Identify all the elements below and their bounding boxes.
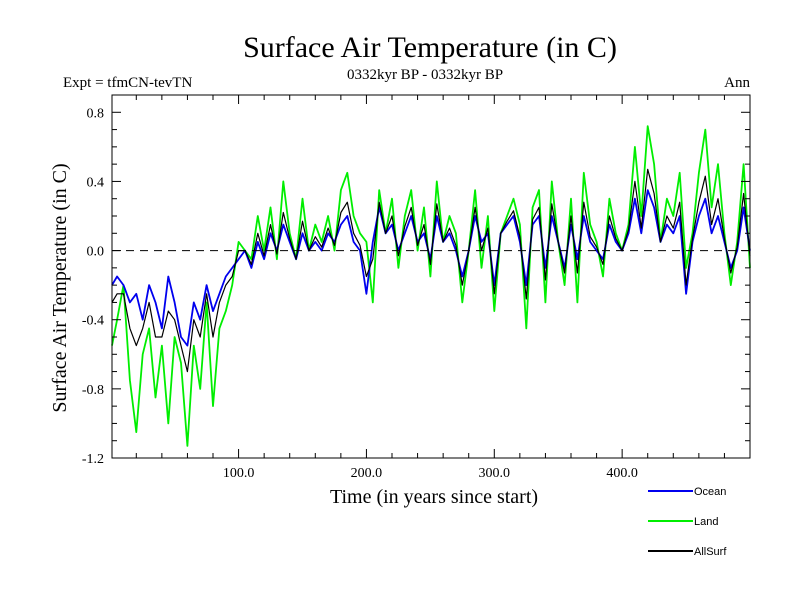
x-tick-label: 200.0 bbox=[351, 466, 383, 481]
y-axis-label: Surface Air Temperature (in C) bbox=[49, 163, 71, 412]
legend: Ocean Land AllSurf bbox=[648, 486, 727, 558]
plot-frame bbox=[111, 94, 751, 459]
legend-label-allsurf: AllSurf bbox=[694, 546, 727, 558]
x-tick-label: 400.0 bbox=[606, 466, 638, 481]
ticks-layer: 100.0 200.0 300.0 400.0 0.8 0.4 0.0 -0.4 -0.8 -1.… bbox=[82, 95, 750, 481]
chart-title: Surface Air Temperature (in C) bbox=[243, 31, 617, 64]
y-tick-label: 0.4 bbox=[87, 175, 105, 190]
chart-subtitle: 0332kyr BP - 0332kyr BP bbox=[347, 67, 503, 83]
y-tick-label: -0.4 bbox=[82, 314, 104, 329]
y-tick-label: 0.8 bbox=[87, 106, 105, 121]
y-tick-label: -0.8 bbox=[82, 383, 104, 398]
x-axis-label: Time (in years since start) bbox=[330, 486, 538, 508]
chart-left-note: Expt = tfmCN-tevTN bbox=[63, 75, 192, 91]
x-tick-label: 300.0 bbox=[479, 466, 511, 481]
y-tick-label: -1.2 bbox=[82, 452, 104, 467]
y-tick-label: 0.0 bbox=[87, 245, 105, 260]
legend-label-ocean: Ocean bbox=[694, 486, 726, 498]
series-layer bbox=[111, 125, 751, 447]
series-line-allsurf bbox=[111, 168, 751, 373]
series-line-land bbox=[111, 125, 751, 447]
legend-label-land: Land bbox=[694, 516, 718, 528]
chart-right-note: Ann bbox=[724, 75, 750, 91]
x-tick-label: 100.0 bbox=[223, 466, 255, 481]
